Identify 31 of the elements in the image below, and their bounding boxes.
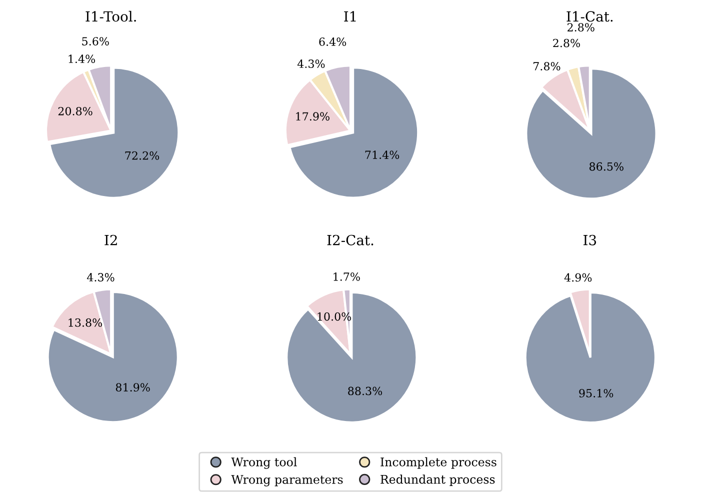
data-label: 95.1% [579, 388, 614, 398]
data-label: 20.8% [58, 106, 92, 116]
data-label: 4.3% [297, 60, 325, 68]
data-label: 17.9% [296, 112, 330, 121]
pie-slice [46, 290, 179, 424]
data-label: 4.3% [86, 273, 114, 282]
chart-title: I3 [584, 234, 596, 246]
chart-title: I2-Cat. [327, 234, 374, 246]
data-label: 72.2% [125, 151, 160, 160]
data-label: 5.6% [82, 37, 109, 46]
legend-label: Redundant process [380, 474, 495, 486]
data-label: 1.4% [68, 54, 95, 64]
data-label: 13.8% [68, 318, 102, 327]
data-label: 71.4% [365, 150, 400, 160]
data-label: 10.0% [318, 312, 352, 321]
chart-title: I2 [104, 234, 117, 246]
chart-title: I1-Cat. [566, 11, 613, 22]
data-label: 4.9% [564, 273, 592, 282]
data-label: 88.3% [348, 386, 382, 396]
data-label: 7.8% [534, 62, 560, 70]
data-label: 2.8% [568, 23, 594, 32]
data-label: 1.7% [334, 272, 360, 281]
data-label: 6.4% [319, 38, 346, 46]
chart-title: I1 [344, 11, 356, 22]
data-label: 86.5% [589, 162, 624, 171]
legend-label: Wrong parameters [231, 475, 343, 486]
data-label: 81.9% [116, 383, 150, 392]
data-label: 2.8% [553, 38, 580, 48]
legend-label: Wrong tool [231, 457, 297, 469]
chart-title: I1-Tool. [86, 10, 136, 22]
legend-label: Incomplete process [380, 457, 496, 469]
